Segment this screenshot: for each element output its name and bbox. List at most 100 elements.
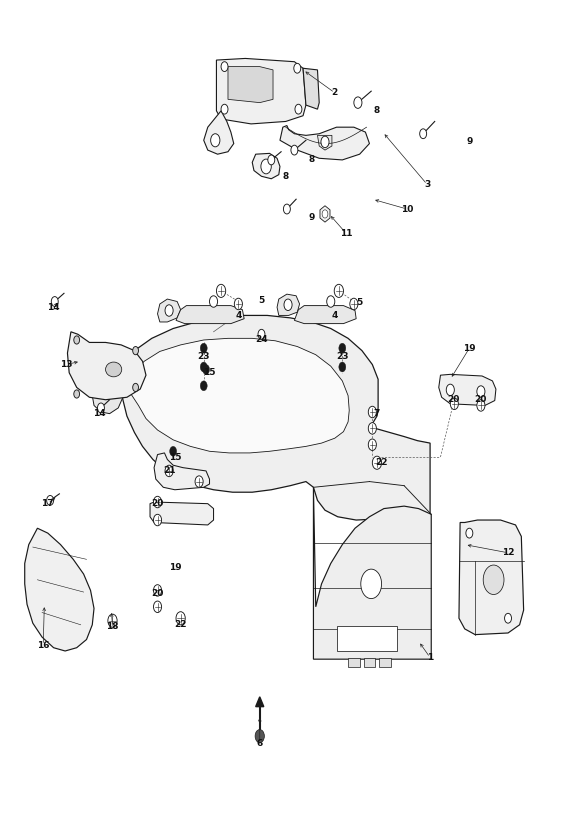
Polygon shape: [252, 153, 280, 179]
Bar: [380, 658, 391, 667]
Circle shape: [354, 97, 362, 109]
Polygon shape: [24, 528, 94, 651]
Circle shape: [153, 496, 161, 508]
Circle shape: [201, 381, 207, 391]
Text: 4: 4: [332, 311, 338, 320]
Circle shape: [361, 569, 382, 598]
Text: 22: 22: [174, 620, 187, 630]
Circle shape: [133, 383, 139, 391]
Circle shape: [261, 159, 271, 174]
Polygon shape: [68, 332, 146, 400]
Bar: [348, 658, 360, 667]
Text: 8: 8: [283, 171, 289, 180]
Bar: [364, 658, 375, 667]
Text: 6: 6: [257, 739, 263, 748]
Polygon shape: [303, 68, 319, 109]
Polygon shape: [176, 306, 244, 324]
Polygon shape: [154, 453, 209, 489]
Circle shape: [446, 384, 454, 396]
Circle shape: [176, 611, 185, 625]
Circle shape: [201, 344, 207, 353]
Text: 5: 5: [258, 296, 265, 305]
Circle shape: [295, 105, 302, 114]
Text: 1: 1: [427, 653, 433, 662]
Text: 10: 10: [401, 204, 413, 213]
Circle shape: [368, 406, 377, 418]
Circle shape: [234, 298, 243, 310]
Text: 9: 9: [466, 138, 473, 147]
Circle shape: [268, 155, 275, 165]
Circle shape: [97, 403, 104, 413]
Polygon shape: [314, 487, 431, 659]
Circle shape: [47, 495, 54, 505]
Circle shape: [201, 362, 207, 372]
Polygon shape: [318, 135, 332, 150]
Text: 20: 20: [152, 589, 164, 598]
Circle shape: [165, 466, 173, 476]
Circle shape: [322, 210, 328, 218]
Text: 20: 20: [475, 396, 487, 405]
Circle shape: [209, 296, 217, 307]
Text: 14: 14: [47, 302, 60, 311]
Polygon shape: [280, 125, 370, 160]
Polygon shape: [203, 110, 234, 154]
Polygon shape: [150, 502, 213, 525]
Polygon shape: [216, 59, 306, 124]
Text: 16: 16: [37, 641, 50, 650]
Polygon shape: [111, 316, 430, 520]
Circle shape: [153, 514, 161, 526]
Text: 23: 23: [336, 352, 349, 361]
Text: 13: 13: [60, 360, 72, 369]
Text: 22: 22: [375, 458, 387, 467]
Text: 23: 23: [198, 352, 210, 361]
Circle shape: [74, 336, 79, 344]
Ellipse shape: [106, 362, 122, 377]
Circle shape: [108, 614, 117, 627]
Circle shape: [368, 423, 377, 434]
Circle shape: [283, 204, 290, 214]
Bar: [336, 626, 397, 651]
Circle shape: [294, 63, 301, 73]
Polygon shape: [92, 377, 123, 414]
Text: 8: 8: [308, 156, 315, 165]
Circle shape: [466, 528, 473, 538]
Circle shape: [195, 475, 203, 487]
Circle shape: [153, 601, 161, 612]
Circle shape: [255, 729, 264, 742]
Text: 20: 20: [447, 396, 459, 405]
Polygon shape: [77, 349, 100, 372]
Text: 21: 21: [163, 466, 175, 475]
Polygon shape: [439, 374, 496, 405]
Text: 2: 2: [332, 88, 338, 97]
Circle shape: [334, 284, 343, 297]
Text: 17: 17: [41, 499, 54, 508]
Circle shape: [258, 330, 265, 339]
Text: 14: 14: [93, 410, 106, 418]
Polygon shape: [127, 339, 349, 453]
Text: 19: 19: [463, 344, 476, 353]
Circle shape: [504, 613, 511, 623]
Circle shape: [326, 296, 335, 307]
Circle shape: [284, 299, 292, 311]
Polygon shape: [113, 351, 129, 400]
Text: 9: 9: [308, 213, 315, 222]
Circle shape: [339, 362, 346, 372]
Circle shape: [483, 565, 504, 594]
Circle shape: [51, 297, 58, 307]
Text: 18: 18: [106, 622, 119, 631]
Circle shape: [368, 439, 377, 451]
Text: 24: 24: [255, 335, 268, 344]
Polygon shape: [294, 306, 356, 324]
Circle shape: [170, 447, 177, 456]
Text: 19: 19: [168, 563, 181, 572]
Circle shape: [373, 456, 382, 470]
Circle shape: [477, 400, 485, 411]
Circle shape: [477, 386, 485, 397]
Circle shape: [165, 305, 173, 316]
Text: 15: 15: [203, 368, 216, 377]
Text: 3: 3: [424, 180, 430, 189]
Text: 11: 11: [340, 229, 353, 238]
Circle shape: [133, 347, 139, 354]
Circle shape: [420, 129, 427, 138]
Text: 15: 15: [168, 452, 181, 461]
